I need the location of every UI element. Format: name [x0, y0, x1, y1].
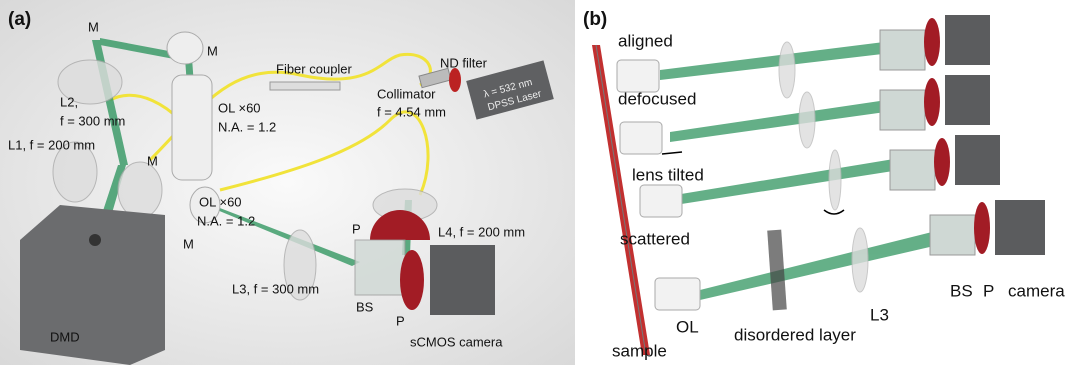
label: DMD: [50, 329, 80, 344]
label: M: [147, 153, 158, 168]
label: L4, f = 200 mm: [438, 224, 525, 239]
label: aligned: [618, 31, 673, 50]
label: P: [396, 313, 405, 328]
label: M: [183, 236, 194, 251]
figure: (a) M M L2, f = 300 mm L1, f = 200 mm M …: [0, 0, 1079, 365]
label: sample: [612, 341, 667, 360]
label: P: [983, 281, 994, 300]
label: BS: [950, 281, 973, 300]
label: f = 4.54 mm: [377, 104, 446, 119]
panel-label: (a): [8, 9, 31, 30]
label: M: [88, 19, 99, 34]
label: L2,: [60, 94, 78, 109]
panel-label: (b): [583, 9, 607, 30]
label: Collimator: [377, 86, 436, 101]
label: N.A. = 1.2: [218, 119, 276, 134]
label: L3, f = 300 mm: [232, 281, 319, 296]
label: L1, f = 200 mm: [8, 137, 95, 152]
label: L3: [870, 305, 889, 324]
label: scattered: [620, 229, 690, 248]
label: lens tilted: [632, 165, 704, 184]
label: camera: [1008, 281, 1065, 300]
label: OL ×60: [218, 100, 261, 115]
label: defocused: [618, 89, 696, 108]
label: N.A. = 1.2: [197, 213, 255, 228]
label: OL ×60: [199, 194, 242, 209]
label: disordered layer: [734, 325, 856, 344]
label: f = 300 mm: [60, 113, 125, 128]
label: sCMOS camera: [410, 334, 503, 349]
label: BS: [356, 299, 374, 314]
label: P: [352, 221, 361, 236]
panel-b-art: [592, 15, 1045, 355]
label: OL: [676, 317, 699, 336]
label: Fiber coupler: [276, 61, 353, 76]
panel-a-art: [0, 0, 575, 365]
label: M: [207, 43, 218, 58]
label: ND filter: [440, 55, 488, 70]
